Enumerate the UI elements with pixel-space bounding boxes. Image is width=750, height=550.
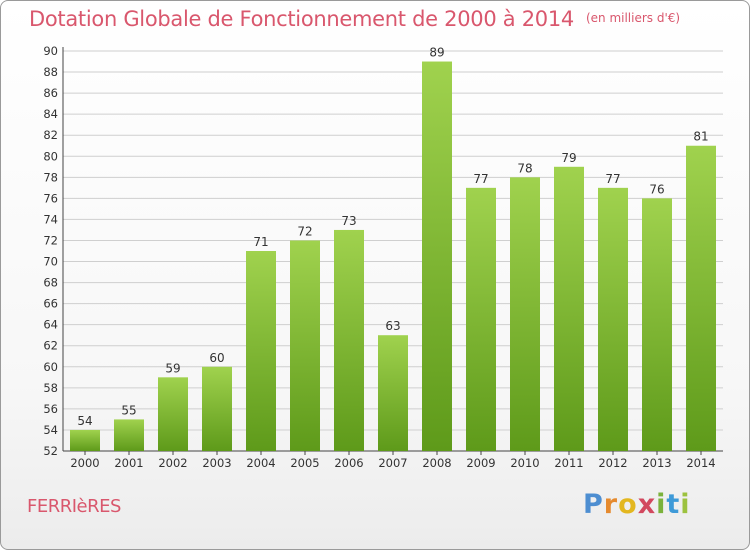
y-tick-label: 78 <box>43 170 58 184</box>
logo-letter: t <box>666 489 681 520</box>
y-tick-label: 64 <box>43 318 58 332</box>
x-tick-label: 2011 <box>554 456 583 470</box>
y-tick-label: 84 <box>43 107 58 121</box>
bar-value-label: 55 <box>121 403 136 417</box>
bar-value-label: 54 <box>77 414 92 428</box>
y-tick-label: 70 <box>43 255 58 269</box>
logo-letter: r <box>603 489 619 520</box>
bar <box>290 240 320 451</box>
x-tick-label: 2000 <box>70 456 99 470</box>
bar-value-label: 77 <box>605 172 620 186</box>
bar-value-label: 76 <box>649 182 664 196</box>
bar-value-label: 59 <box>165 361 180 375</box>
y-tick-label: 76 <box>43 191 58 205</box>
bar-value-label: 63 <box>385 319 400 333</box>
chart-title: Dotation Globale de Fonctionnement de 20… <box>29 7 680 31</box>
bar-value-label: 77 <box>473 172 488 186</box>
x-tick-label: 2001 <box>114 456 143 470</box>
x-tick-label: 2012 <box>598 456 627 470</box>
x-tick-label: 2002 <box>158 456 187 470</box>
bar <box>598 187 628 451</box>
bar-value-label: 60 <box>209 351 224 365</box>
bar-value-label: 72 <box>297 224 312 238</box>
chart-title-text: Dotation Globale de Fonctionnement de 20… <box>29 7 574 31</box>
y-tick-labels: 52 54 56 58 60 62 64 66 68 70 72 74 76 78 80 82 84 86 88 90 <box>43 44 58 458</box>
chart-unit: (en milliers d'€) <box>585 11 681 25</box>
bar <box>466 187 496 451</box>
bar-value-label: 73 <box>341 214 356 228</box>
y-tick-label: 88 <box>43 65 58 79</box>
data-labels: 54 55 59 60 71 72 73 63 89 77 78 79 77 76 81 <box>77 46 708 428</box>
y-tick-label: 72 <box>43 233 58 247</box>
logo-letter: i <box>656 489 667 520</box>
bar <box>378 335 408 451</box>
logo-letter: P <box>583 489 604 520</box>
bars <box>70 61 716 452</box>
y-tick-label: 52 <box>43 444 58 458</box>
y-tick-label: 74 <box>43 212 58 226</box>
bar <box>554 166 584 451</box>
y-tick-label: 80 <box>43 149 58 163</box>
bar <box>686 145 716 451</box>
y-tick-label: 58 <box>43 381 58 395</box>
bar <box>422 61 452 452</box>
bar <box>334 229 364 451</box>
y-tick-label: 62 <box>43 339 58 353</box>
bar-value-label: 79 <box>561 151 576 165</box>
bar <box>202 366 232 451</box>
bar <box>642 198 672 451</box>
logo-letter: x <box>637 489 657 520</box>
bar <box>510 177 540 451</box>
bar-value-label: 89 <box>429 46 444 60</box>
logo-letter: o <box>618 489 638 520</box>
bar <box>246 251 276 451</box>
x-tick-label: 2003 <box>202 456 231 470</box>
commune-name: FERRIèRES <box>27 496 121 517</box>
x-tick-label: 2014 <box>686 456 715 470</box>
y-tick-label: 90 <box>43 44 58 58</box>
y-tick-label: 66 <box>43 297 58 311</box>
x-tick-label: 2009 <box>466 456 495 470</box>
bar <box>158 377 188 451</box>
bar-value-label: 81 <box>693 130 708 144</box>
bar-value-label: 71 <box>253 235 268 249</box>
logo-letter: i <box>680 489 691 520</box>
bar-value-label: 78 <box>517 161 532 175</box>
x-tick-label: 2006 <box>334 456 363 470</box>
y-tick-label: 60 <box>43 360 58 374</box>
bar <box>70 429 100 451</box>
y-tick-label: 82 <box>43 128 58 142</box>
y-tick-label: 54 <box>43 423 58 437</box>
bar <box>114 419 144 451</box>
x-tick-labels: 2000 2001 2002 2003 2004 2005 2006 2007 2008 2009… <box>70 456 715 470</box>
x-tick-label: 2004 <box>246 456 275 470</box>
y-tick-label: 68 <box>43 276 58 290</box>
proxiti-logo[interactable]: Proxiti <box>583 489 691 520</box>
x-tick-label: 2007 <box>378 456 407 470</box>
x-tick-label: 2008 <box>422 456 451 470</box>
x-tick-label: 2013 <box>642 456 671 470</box>
x-tick-label: 2005 <box>290 456 319 470</box>
x-tick-label: 2010 <box>510 456 539 470</box>
y-tick-label: 86 <box>43 86 58 100</box>
y-tick-label: 56 <box>43 402 58 416</box>
